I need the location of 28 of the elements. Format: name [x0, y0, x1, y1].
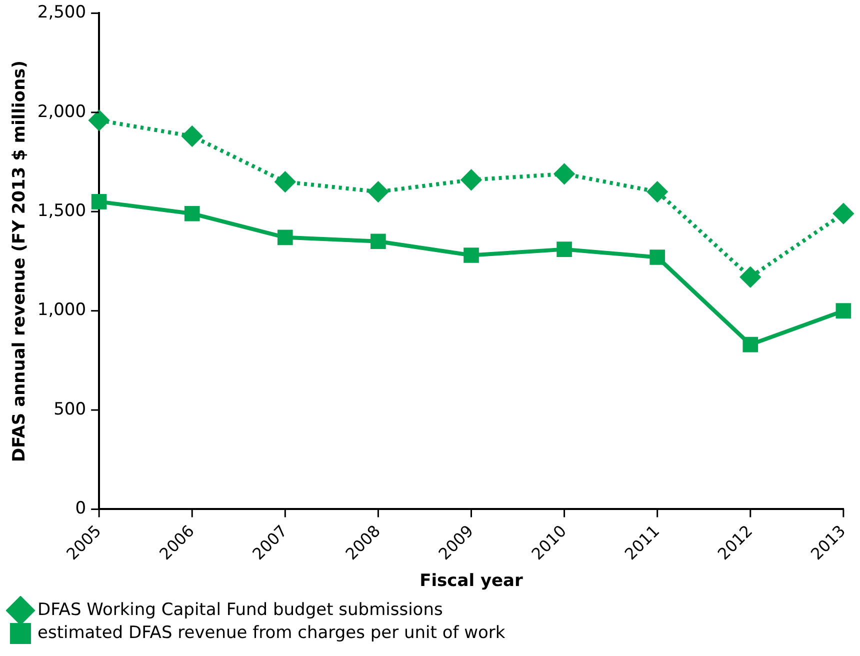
point — [278, 230, 293, 246]
point — [461, 170, 482, 190]
y-tick-label: 2,500 — [37, 2, 86, 23]
y-tick-label: 2,000 — [37, 102, 86, 122]
point — [91, 194, 107, 210]
legend-label: DFAS Working Capital Fund budget submissions — [38, 600, 443, 620]
point — [464, 248, 479, 263]
point — [836, 303, 852, 318]
point — [833, 204, 854, 224]
point — [370, 234, 386, 250]
y-axis-title: DFAS annual revenue (FY 2013 $ millions) — [10, 60, 30, 462]
point — [740, 267, 760, 288]
point — [182, 126, 202, 146]
y-tick-label: 0 — [75, 498, 86, 519]
y-tick-label: 1,500 — [37, 201, 86, 222]
y-tick-label: 500 — [54, 399, 86, 420]
x-axis-title: Fiscal year — [420, 571, 524, 592]
legend-label: estimated DFAS revenue from charges per unit of work — [38, 622, 506, 643]
point — [647, 182, 668, 202]
point — [89, 110, 110, 130]
y-tick-label: 1,000 — [37, 300, 86, 320]
point — [556, 242, 572, 257]
point — [554, 164, 574, 184]
point — [368, 182, 388, 202]
point — [275, 172, 296, 192]
point — [184, 206, 200, 222]
point — [650, 250, 665, 265]
point — [742, 336, 758, 352]
